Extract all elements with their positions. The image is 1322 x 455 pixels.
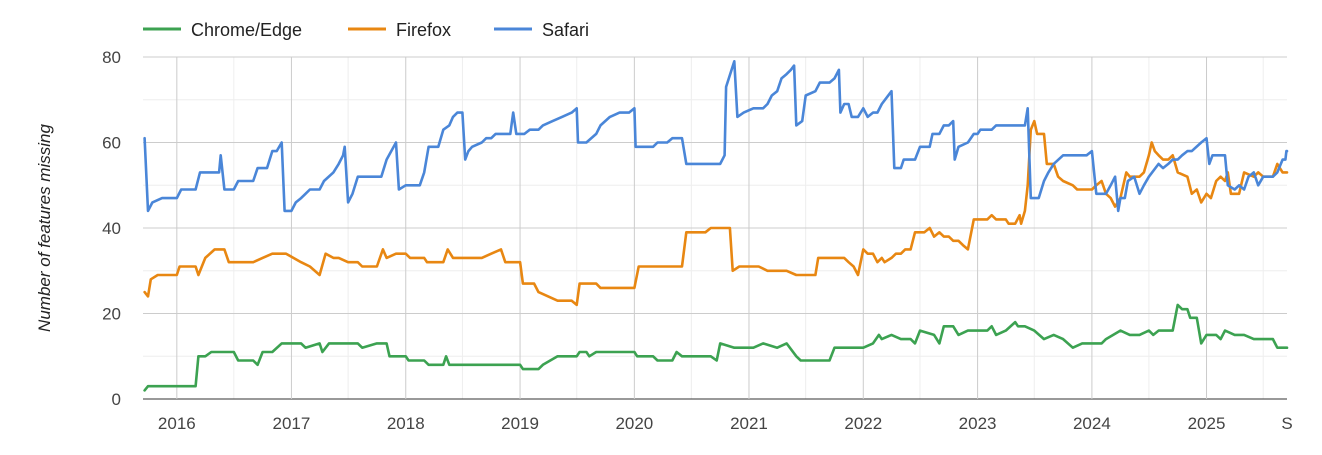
x-tick-label: 2021 (730, 414, 768, 433)
x-tick-label: 2017 (273, 414, 311, 433)
legend-item: Safari (494, 20, 589, 40)
series-line-safari (143, 59, 1289, 213)
y-axis-title: Number of features missing (35, 124, 54, 332)
series-line-chrome-edge (143, 303, 1289, 392)
x-tick-label: 2018 (387, 414, 425, 433)
x-tick-label: 2025 (1188, 414, 1226, 433)
legend-label: Safari (542, 20, 589, 40)
x-tick-label: 2019 (501, 414, 539, 433)
x-tick-label: 2022 (844, 414, 882, 433)
legend-item: Firefox (348, 20, 451, 40)
y-tick-label: 40 (102, 219, 121, 238)
y-tick-label: 80 (102, 48, 121, 67)
series-lines (143, 59, 1289, 392)
legend-item: Chrome/Edge (143, 20, 302, 40)
x-tick-label: S (1281, 414, 1292, 433)
x-tick-label: 2023 (959, 414, 997, 433)
series-line-firefox (143, 119, 1289, 307)
y-tick-label: 60 (102, 134, 121, 153)
y-tick-label: 0 (112, 390, 121, 409)
legend: Chrome/Edge Firefox Safari (143, 20, 589, 40)
y-tick-label: 20 (102, 305, 121, 324)
x-tick-label: 2016 (158, 414, 196, 433)
x-tick-label: 2020 (615, 414, 653, 433)
x-tick-label: 2024 (1073, 414, 1111, 433)
legend-label: Chrome/Edge (191, 20, 302, 40)
y-axis-tick-labels: 0 20 40 60 80 (102, 48, 121, 409)
x-axis-tick-labels: 2016 2017 2018 2019 2020 2021 2022 2023 2024 2025… (158, 414, 1293, 433)
legend-label: Firefox (396, 20, 451, 40)
